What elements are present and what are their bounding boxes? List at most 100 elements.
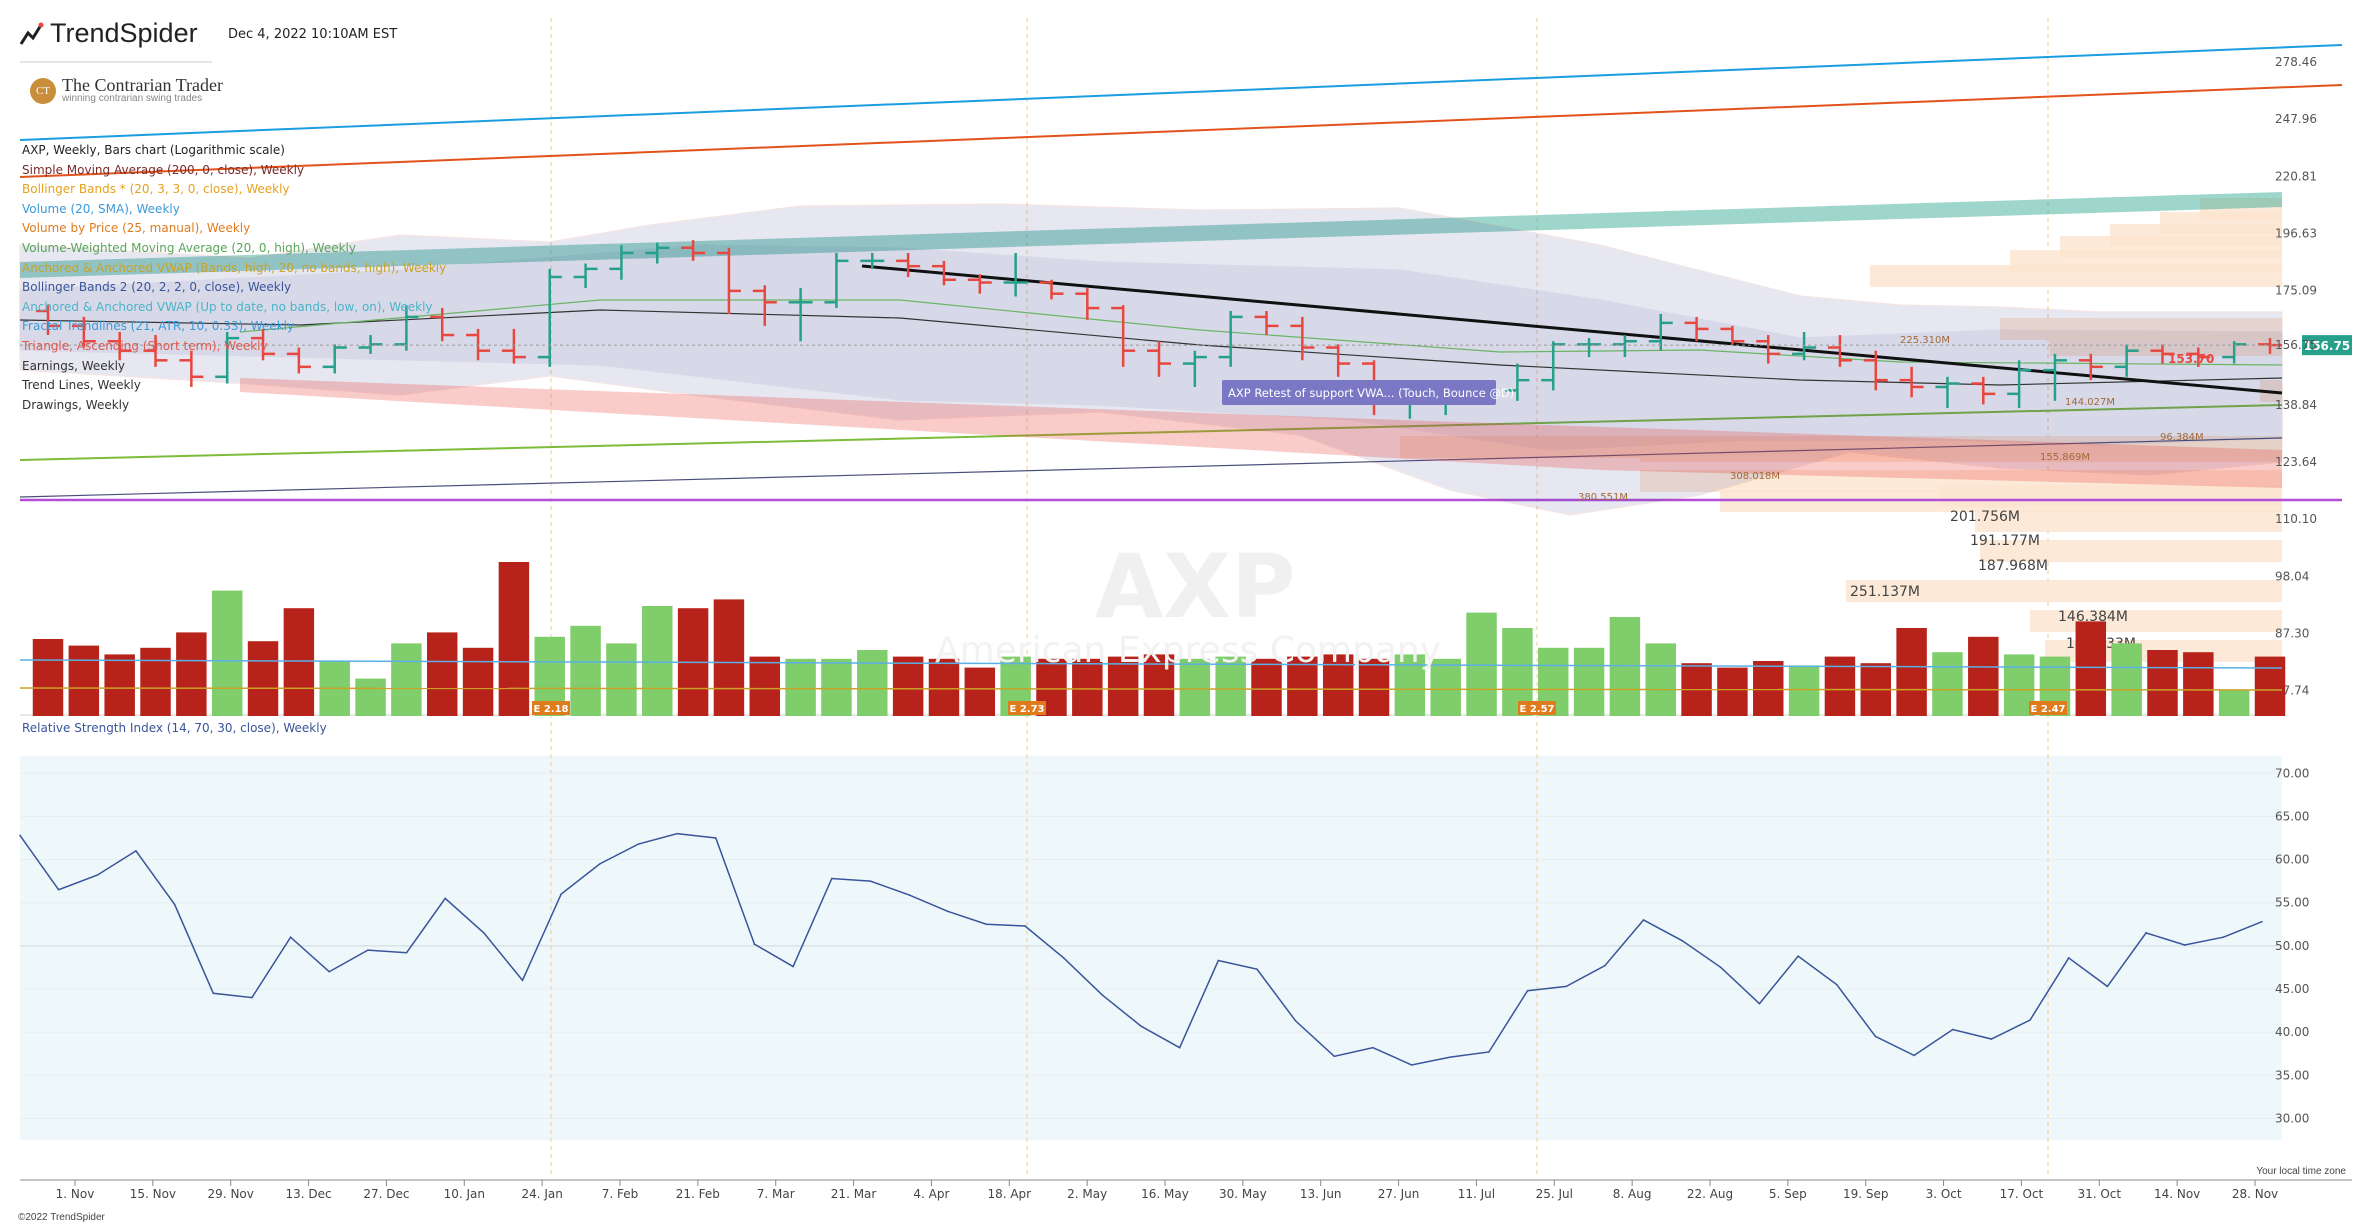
x-tick-label: 2. May — [1067, 1187, 1107, 1201]
rsi-tick-label: 30.00 — [2275, 1111, 2309, 1125]
x-tick-label: 19. Sep — [1843, 1187, 1889, 1201]
x-tick-label: 22. Aug — [1687, 1187, 1733, 1201]
ohlc-bar — [681, 240, 706, 261]
x-tick-label: 21. Feb — [676, 1187, 720, 1201]
ohlc-bar — [2186, 347, 2211, 367]
price-tick-label: 247.96 — [2275, 112, 2317, 126]
legend-item[interactable]: Anchored & Anchored VWAP (Bands, high, 2… — [22, 260, 447, 275]
legend-item[interactable]: Fractal Trendlines (21, ATR, 10, 0.33), … — [22, 319, 295, 334]
ohlc-bar — [179, 350, 204, 387]
ohlc-bar — [71, 316, 96, 348]
legend-item[interactable]: Earnings, Weekly — [22, 358, 126, 373]
rsi-point — [1874, 1035, 1877, 1038]
rsi-tick-label: 70.00 — [2275, 766, 2309, 780]
x-tick-label: 16. May — [1141, 1187, 1189, 1201]
rsi-point — [1062, 957, 1065, 959]
rsi-point — [1913, 1054, 1915, 1057]
ohlc-bar — [716, 247, 741, 314]
price-tick-label: 110.10 — [2275, 512, 2317, 526]
legend-item[interactable]: Triangle, Ascending (Short term), Weekly — [22, 338, 268, 353]
legend-item[interactable]: Bollinger Bands * (20, 3, 3, 0, close), … — [22, 182, 290, 197]
legend-item[interactable]: Bollinger Bands 2 (20, 2, 2, 0, close), … — [22, 280, 292, 295]
volume-bar — [1072, 658, 1103, 716]
ohlc-bar — [2114, 344, 2139, 377]
legend-item[interactable]: Volume-Weighted Moving Average (20, 0, h… — [22, 240, 356, 255]
ohlc-bar — [1541, 341, 1566, 391]
price-tick-label: 220.81 — [2275, 169, 2317, 183]
rsi-point — [483, 932, 485, 934]
volume-by-price-block — [1980, 540, 2282, 562]
rsi-panel-bg — [20, 756, 2282, 1140]
rsi-point — [2222, 936, 2225, 939]
brand-name: TrendSpider — [50, 18, 198, 48]
rsi-point — [1101, 994, 1104, 996]
sma200-line — [19, 437, 2283, 498]
rsi-point — [792, 965, 794, 968]
rsi-point — [2106, 985, 2109, 988]
legend-item[interactable]: Simple Moving Average (200, 0, close), W… — [22, 162, 305, 177]
volume-bar — [1215, 656, 1246, 716]
rsi-point — [135, 850, 137, 852]
earnings-label: E 2.57 — [1520, 704, 1555, 715]
legend-item[interactable]: Drawings, Weekly — [22, 397, 130, 412]
volume-label: 225.310M — [1900, 335, 1950, 346]
rsi-point — [444, 897, 447, 900]
ohlc-bar — [358, 335, 383, 354]
volume-sma-line — [19, 659, 2283, 669]
rsi-point — [521, 979, 524, 982]
last-price-tag — [2302, 335, 2352, 356]
rsi-point — [714, 837, 717, 839]
rsi-title[interactable]: Relative Strength Index (14, 70, 30, clo… — [22, 721, 327, 735]
rsi-point — [1758, 1002, 1761, 1005]
ohlc-bar — [2042, 353, 2067, 401]
price-tick-label: 278.46 — [2275, 55, 2317, 69]
rsi-point — [251, 996, 253, 999]
volume-bar — [1753, 661, 1784, 716]
legend-item[interactable]: AXP, Weekly, Bars chart (Logarithmic sca… — [22, 143, 285, 157]
ohlc-bar — [1111, 305, 1136, 367]
partner-logo: CT The Contrarian Trader winning contrar… — [30, 76, 223, 104]
volume-bar — [1932, 652, 1963, 716]
x-tick-label: 4. Apr — [913, 1187, 949, 1201]
rsi-point — [1140, 1025, 1142, 1027]
volume-by-price-block — [2050, 334, 2282, 356]
rsi-point — [985, 923, 988, 926]
ohlc-bar — [1756, 335, 1781, 364]
price-tick-label: 175.09 — [2275, 284, 2317, 298]
timezone-note: Your local time zone — [2256, 1166, 2346, 1177]
legend-item[interactable]: Volume by Price (25, manual), Weekly — [22, 221, 251, 236]
volume-label: 96.384M — [2160, 432, 2204, 443]
rsi-point — [96, 874, 99, 876]
x-tick-label: 15. Nov — [130, 1187, 176, 1201]
volume-bar — [211, 590, 243, 716]
ohlc-bar — [824, 252, 849, 309]
ohlc-bar — [1254, 310, 1279, 336]
legend-item[interactable]: Volume (20, SMA), Weekly — [22, 201, 180, 216]
ohlc-bar — [573, 263, 598, 289]
rsi-point — [1410, 1064, 1413, 1066]
rsi-point — [2067, 957, 2070, 959]
ohlc-bar — [322, 344, 347, 374]
volume-label: 155.869M — [2040, 452, 2090, 463]
price-tick-label: 123.64 — [2275, 455, 2317, 469]
brand-logo: TrendSpider — [18, 18, 198, 49]
ohlc-bar — [2150, 344, 2175, 364]
volume-bar — [1968, 636, 1999, 716]
volume-bar — [283, 608, 315, 716]
volume-avg-line — [19, 687, 2283, 691]
ohlc-bar — [1003, 252, 1028, 297]
legend-item[interactable]: Trend Lines, Weekly — [22, 378, 141, 393]
legend-item[interactable]: Anchored & Anchored VWAP (Up to date, no… — [22, 299, 433, 314]
ohlc-bar — [1935, 376, 1960, 408]
volume-label: 191.177M — [1970, 533, 2040, 549]
ohlc-bar — [1326, 344, 1351, 377]
rsi-point — [1256, 968, 1258, 970]
earnings-tag — [1008, 701, 1046, 715]
volume-bar — [1573, 647, 1605, 716]
volume-bar — [462, 647, 494, 716]
rsi-point — [1990, 1038, 1993, 1040]
price-tick-label: 196.63 — [2275, 226, 2317, 240]
rsi-point — [19, 834, 21, 837]
triangle-zone — [240, 378, 2282, 488]
